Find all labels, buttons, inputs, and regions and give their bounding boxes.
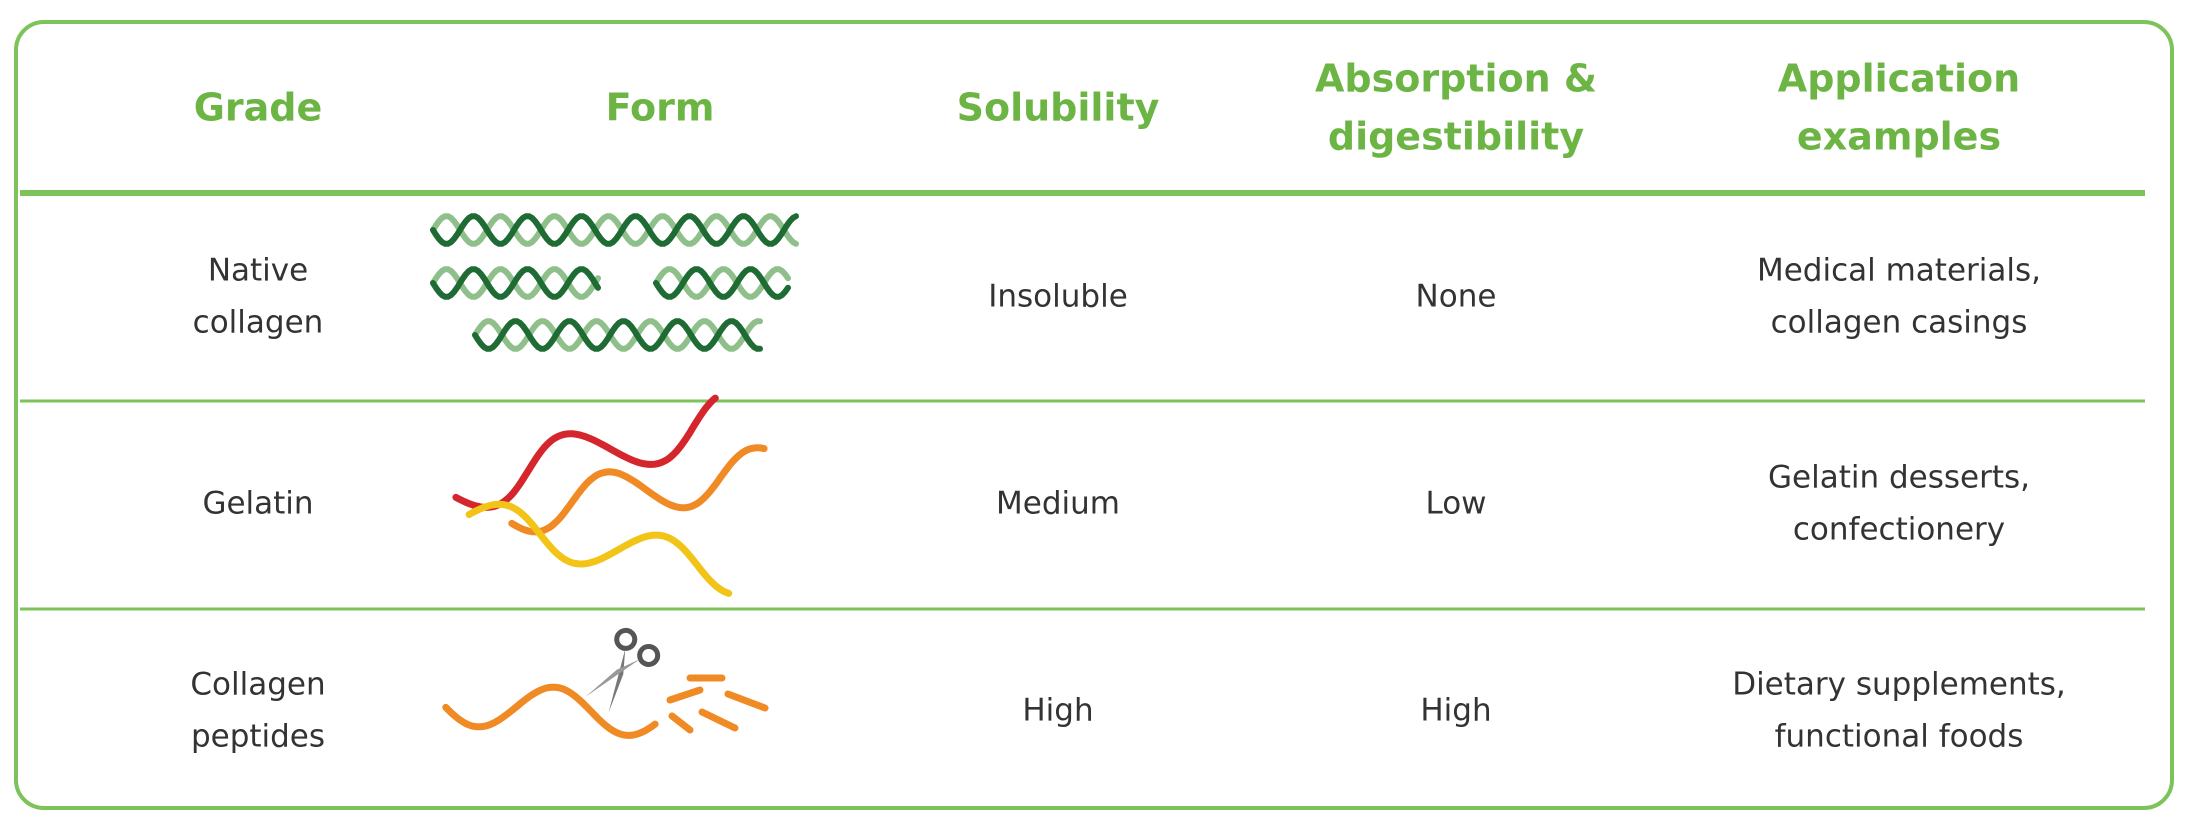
strand bbox=[446, 687, 655, 735]
table-cell: Dietary supplements, bbox=[1732, 667, 2066, 703]
table-cell: None bbox=[1416, 279, 1497, 315]
table-cell: functional foods bbox=[1775, 719, 2024, 755]
table-cell: Medium bbox=[996, 486, 1120, 522]
table-cell: Medical materials, bbox=[1757, 253, 2041, 289]
table-cell: Insoluble bbox=[988, 279, 1128, 315]
header-cell: Absorption & bbox=[1315, 57, 1597, 101]
header-cell: Grade bbox=[194, 86, 323, 130]
scissors-icon bbox=[578, 627, 661, 718]
table-cell: confectionery bbox=[1793, 512, 2005, 548]
table-cell: Native bbox=[208, 253, 308, 289]
table-cell: Gelatin desserts, bbox=[1768, 460, 2030, 496]
strand bbox=[456, 398, 715, 507]
table-cell: Collagen bbox=[190, 667, 325, 703]
table-cell: Low bbox=[1425, 486, 1486, 522]
header-cell: digestibility bbox=[1328, 115, 1584, 159]
table-cell: Gelatin bbox=[202, 486, 313, 522]
header-cell: Form bbox=[606, 86, 715, 130]
form-icons bbox=[433, 216, 796, 735]
strand bbox=[469, 504, 729, 593]
table-cell: High bbox=[1022, 693, 1093, 729]
page: Grade Form Solubility Absorption & digestibi… bbox=[0, 0, 2189, 816]
table-cell: collagen casings bbox=[1771, 305, 2028, 341]
table: Grade Form Solubility Absorption & digestibi… bbox=[0, 0, 2189, 816]
peptide-fragments bbox=[670, 678, 765, 730]
table-cell: High bbox=[1420, 693, 1491, 729]
header-cell: Application bbox=[1778, 57, 2020, 101]
table-cell: collagen bbox=[193, 305, 324, 341]
table-cell: peptides bbox=[191, 719, 325, 755]
header-cell: Solubility bbox=[957, 86, 1160, 130]
header-cell: examples bbox=[1797, 115, 2001, 159]
